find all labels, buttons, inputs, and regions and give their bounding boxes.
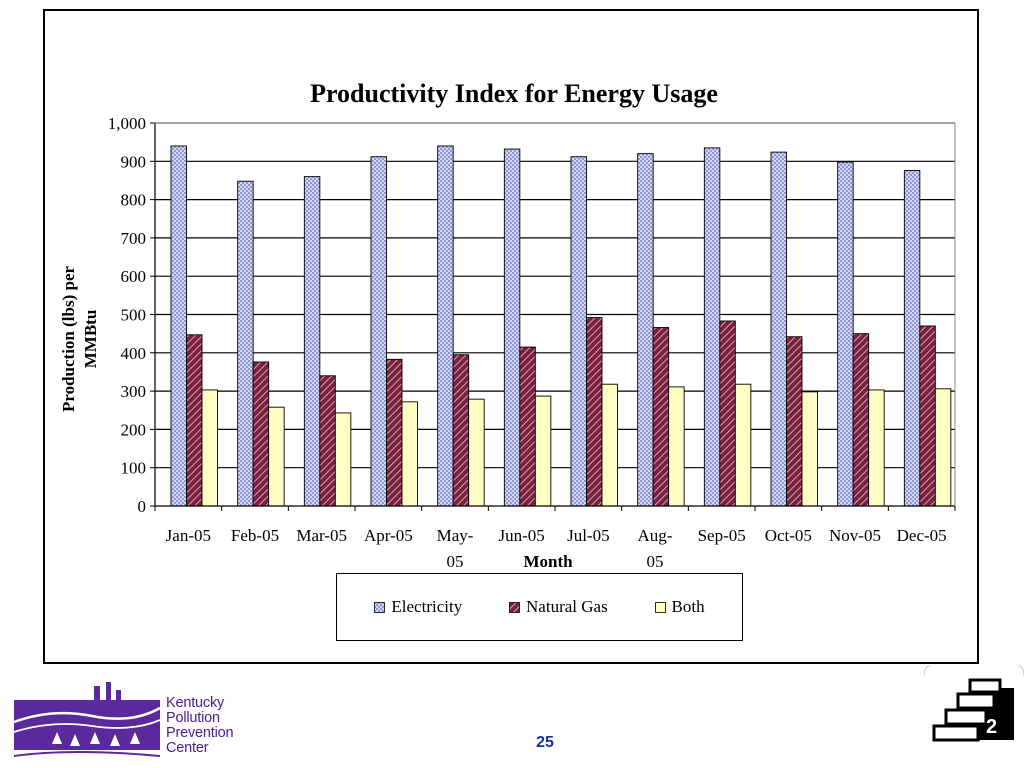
x-tick-label: May- [437, 526, 474, 545]
bar-both [268, 406, 285, 507]
bar-natural-gas [586, 317, 603, 507]
x-tick-label: Oct-05 [765, 526, 812, 545]
bar-both [668, 386, 685, 507]
legend-label-both: Both [671, 597, 705, 616]
legend-item-both: Both [654, 597, 705, 617]
legend-item-natural-gas: Natural Gas [509, 597, 608, 617]
bar-both [801, 391, 818, 507]
x-tick-labels: Jan-05 Feb-05 Mar-05 Apr-05 May- 05 Jun-05 Jul-… [166, 526, 947, 571]
y-tick-label: 300 [121, 382, 147, 401]
legend-swatch-natural-gas [509, 601, 520, 613]
x-axis-title: Month [523, 552, 573, 571]
bar-natural-gas [319, 375, 336, 507]
x-tick-label: Feb-05 [231, 526, 279, 545]
bar-natural-gas [719, 320, 736, 507]
x-tick-label: Nov-05 [829, 526, 881, 545]
bar-both [401, 401, 418, 507]
y-axis-title: Production (lbs) per MMBtu [59, 266, 100, 413]
y-axis-title-line2: MMBtu [81, 310, 100, 369]
bar-both [734, 383, 752, 507]
x-tick-label-line2: 05 [447, 552, 464, 571]
bar-both [201, 389, 218, 507]
bar-electricity [703, 147, 721, 507]
logo-line-2: Pollution [166, 710, 220, 726]
legend-item-electricity: Electricity [374, 597, 462, 617]
logo-line-1: Kentucky [166, 695, 225, 711]
bar-electricity [637, 153, 654, 507]
bar-both [601, 383, 618, 507]
bar-electricity [237, 180, 254, 507]
y-tick-labels: 0 100 200 300 400 500 600 700 800 900 1,000 [108, 114, 146, 516]
legend-label-electricity: Electricity [391, 597, 463, 616]
bar-natural-gas [852, 333, 870, 507]
x-tick-label-line2: 05 [647, 552, 664, 571]
y-tick-label: 700 [121, 229, 147, 248]
bar-electricity [903, 170, 921, 507]
bar-both [868, 389, 885, 507]
y-tick-label: 600 [121, 267, 147, 286]
y-tick-label: 100 [121, 459, 147, 478]
bar-electricity [503, 148, 521, 507]
bar-electricity [437, 145, 454, 507]
bar-both [334, 412, 352, 507]
kppc-logo [13, 682, 161, 757]
x-tick-label: Jun-05 [499, 526, 545, 545]
x-tick-label: Jul-05 [567, 526, 610, 545]
bar-electricity [170, 145, 187, 507]
y-tick-label: 400 [121, 344, 147, 363]
legend-label-natural-gas: Natural Gas [526, 597, 608, 616]
bar-natural-gas [452, 354, 470, 507]
bar-both [534, 395, 552, 507]
bar-natural-gas [652, 327, 670, 507]
x-tick-label: Sep-05 [698, 526, 746, 545]
bar-electricity [770, 151, 787, 507]
x-tick-label: Apr-05 [364, 526, 413, 545]
chart-legend: Electricity Natural Gas Both [336, 573, 743, 641]
y-tick-label: 200 [121, 420, 147, 439]
logo-line-4: Center [166, 740, 209, 756]
bar-both [934, 388, 952, 507]
bar-natural-gas [919, 325, 936, 507]
x-tick-label: Jan-05 [166, 526, 211, 545]
axes [150, 122, 956, 511]
bar-electricity [570, 156, 587, 507]
logo-text: Kentucky Pollution Prevention Center [166, 695, 234, 756]
legend-swatch-both [654, 601, 666, 613]
corner-number: 2 [986, 716, 998, 738]
x-tick-label: Dec-05 [897, 526, 947, 545]
bar-both [468, 398, 485, 507]
bar-natural-gas [786, 336, 803, 507]
logo-line-3: Prevention [166, 725, 234, 741]
y-tick-label: 800 [121, 191, 147, 210]
bar-natural-gas [186, 334, 203, 507]
bar-natural-gas [252, 361, 270, 507]
gridlines [155, 122, 955, 506]
x-tick-label: Aug- [638, 526, 673, 545]
legend-swatch-electricity [374, 601, 386, 613]
x-tick-label: Mar-05 [296, 526, 347, 545]
y-tick-label: 500 [121, 306, 147, 325]
corner-stairs-icon [924, 665, 1024, 742]
y-tick-label: 0 [138, 497, 147, 516]
bar-natural-gas [386, 358, 403, 507]
bar-electricity [370, 156, 387, 507]
y-tick-label: 900 [121, 152, 147, 171]
bar-electricity [837, 161, 854, 507]
y-axis-title-line1: Production (lbs) per [59, 266, 78, 413]
bar-natural-gas [519, 346, 536, 507]
page-number: 25 [536, 734, 554, 751]
chart-title: Productivity Index for Energy Usage [310, 79, 718, 108]
bar-electricity [303, 176, 321, 507]
y-tick-label: 1,000 [108, 114, 146, 133]
